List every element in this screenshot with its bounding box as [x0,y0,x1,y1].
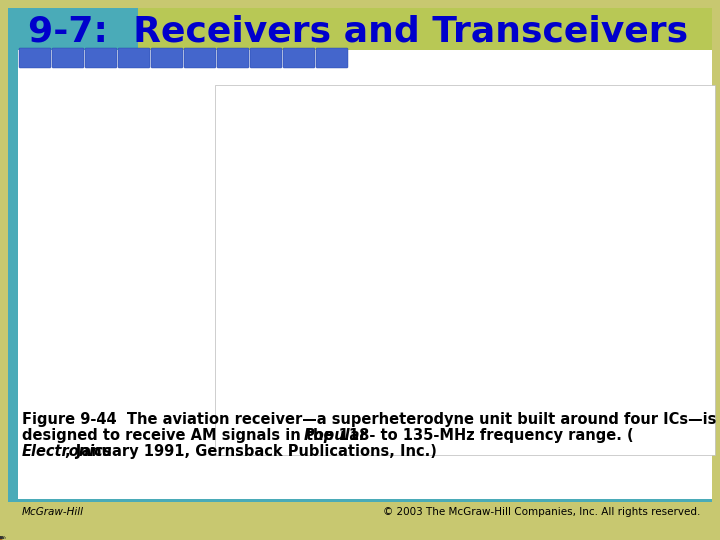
Bar [18,8,138,50]
Bar [8,499,712,502]
Text: Popular: Popular [303,428,367,443]
Bar [8,8,18,532]
FancyBboxPatch shape [316,48,348,68]
Bar [18,8,712,50]
FancyBboxPatch shape [52,48,84,68]
Text: McGraw-Hill: McGraw-Hill [22,507,84,517]
Text: Electronics: Electronics [22,444,112,459]
Text: Figure 9-44  The aviation receiver—a superheterodyne unit built around four ICs—: Figure 9-44 The aviation receiver—a supe… [22,412,716,427]
FancyBboxPatch shape [283,48,315,68]
FancyBboxPatch shape [118,48,150,68]
FancyBboxPatch shape [250,48,282,68]
Bar [215,85,715,455]
FancyBboxPatch shape [217,48,249,68]
Text: , January 1991, Gernsback Publications, Inc.): , January 1991, Gernsback Publications, … [65,444,437,459]
Text: © 2003 The McGraw-Hill Companies, Inc. All rights reserved.: © 2003 The McGraw-Hill Companies, Inc. A… [382,507,700,517]
FancyBboxPatch shape [19,48,51,68]
Text: designed to receive AM signals in the 118- to 135-MHz frequency range. (: designed to receive AM signals in the 11… [22,428,634,443]
Bar [8,500,712,532]
FancyBboxPatch shape [151,48,183,68]
FancyBboxPatch shape [85,48,117,68]
Text: 9-7:  Receivers and Transceivers: 9-7: Receivers and Transceivers [28,15,688,49]
FancyBboxPatch shape [184,48,216,68]
